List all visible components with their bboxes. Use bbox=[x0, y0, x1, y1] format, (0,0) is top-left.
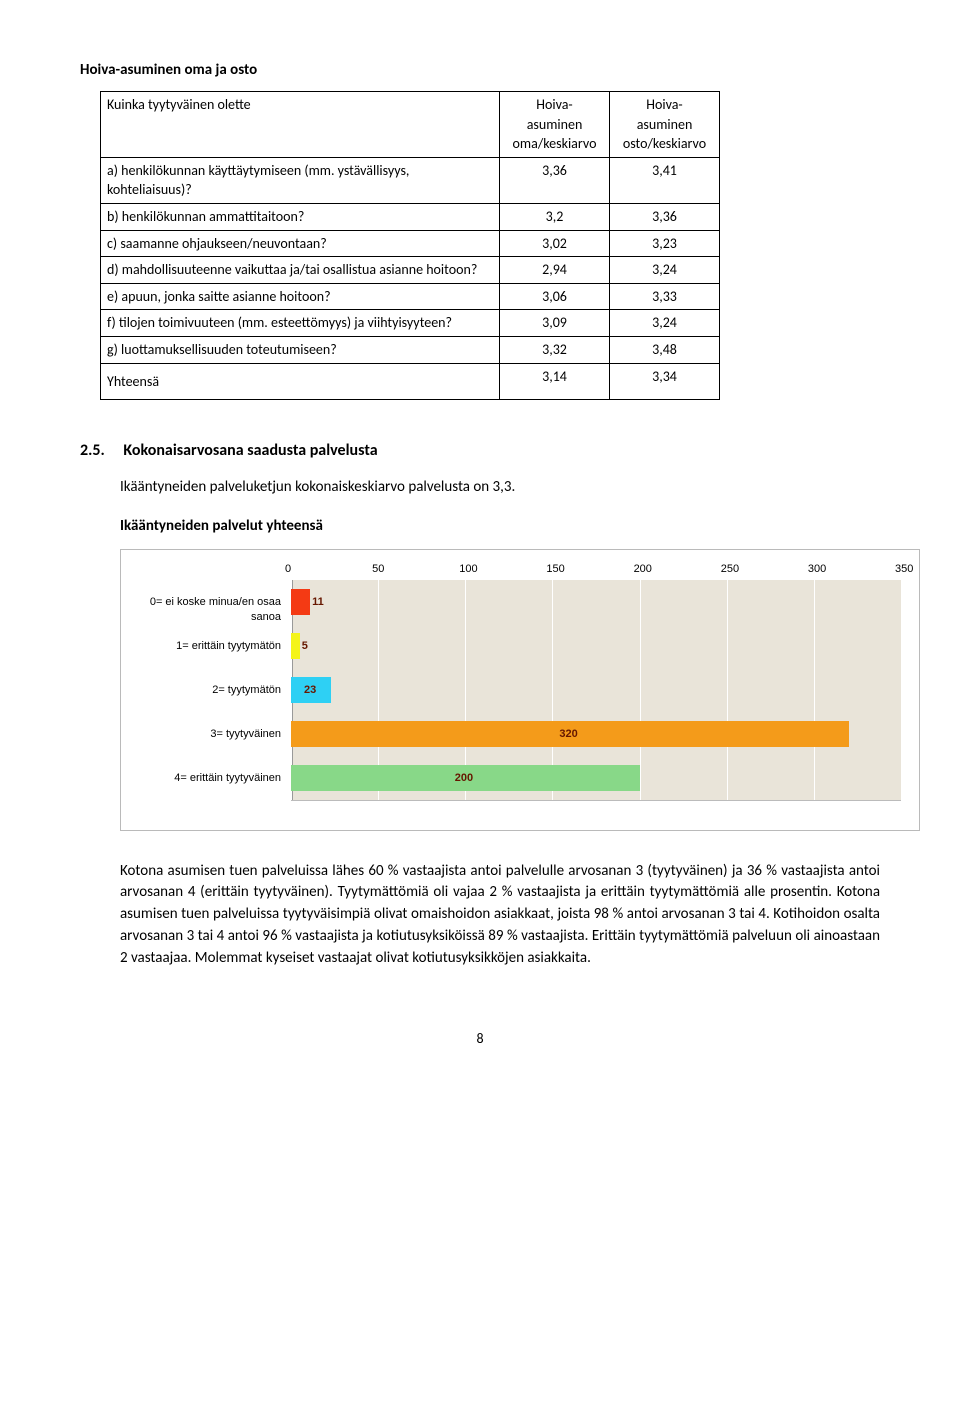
row-b-v1: 3,2 bbox=[500, 203, 610, 230]
y-category-label: 3= tyytyväinen bbox=[121, 727, 281, 742]
bar-value-label: 5 bbox=[302, 639, 308, 654]
x-axis-line bbox=[291, 800, 901, 801]
plot-area bbox=[291, 580, 901, 800]
row-a-label: a) henkilökunnan käyttäytymiseen (mm. ys… bbox=[101, 157, 500, 203]
row-d-v2: 3,24 bbox=[610, 257, 720, 284]
row-f-v2: 3,24 bbox=[610, 310, 720, 337]
bar bbox=[291, 633, 300, 659]
bar bbox=[291, 589, 310, 615]
row-e-label: e) apuun, jonka saitte asianne hoitoon? bbox=[101, 283, 500, 310]
th-question: Kuinka tyytyväinen olette bbox=[101, 92, 500, 158]
table-header-row: Kuinka tyytyväinen olette Hoiva- asumine… bbox=[101, 92, 720, 158]
table-row: d) mahdollisuuteenne vaikuttaa ja/tai os… bbox=[101, 257, 720, 284]
row-d-v1: 2,94 bbox=[500, 257, 610, 284]
row-c-label: c) saamanne ohjaukseen/neuvontaan? bbox=[101, 230, 500, 257]
row-a-v1: 3,36 bbox=[500, 157, 610, 203]
section-title: Kokonaisarvosana saadusta palvelusta bbox=[123, 441, 377, 460]
page-number: 8 bbox=[80, 1029, 880, 1049]
y-category-label: 1= erittäin tyytymätön bbox=[121, 639, 281, 654]
th-col1-l3: oma/keskiarvo bbox=[513, 135, 597, 152]
x-tick-label: 0 bbox=[285, 562, 291, 577]
gridline bbox=[727, 580, 728, 800]
satisfaction-table: Kuinka tyytyväinen olette Hoiva- asumine… bbox=[100, 91, 720, 400]
x-tick-label: 150 bbox=[546, 562, 564, 577]
th-col1-l2: asuminen bbox=[527, 116, 583, 133]
row-f-label: f) tilojen toimivuuteen (mm. esteettömyy… bbox=[101, 310, 500, 337]
table-row: f) tilojen toimivuuteen (mm. esteettömyy… bbox=[101, 310, 720, 337]
row-e-v1: 3,06 bbox=[500, 283, 610, 310]
satisfaction-table-wrap: Kuinka tyytyväinen olette Hoiva- asumine… bbox=[100, 91, 880, 400]
gridline bbox=[814, 580, 815, 800]
row-b-label: b) henkilökunnan ammattitaitoon? bbox=[101, 203, 500, 230]
row-e-v2: 3,33 bbox=[610, 283, 720, 310]
th-col2-l1: Hoiva- bbox=[646, 96, 682, 113]
x-tick-label: 50 bbox=[372, 562, 384, 577]
x-tick-label: 300 bbox=[808, 562, 826, 577]
row-c-v1: 3,02 bbox=[500, 230, 610, 257]
row-f-v1: 3,09 bbox=[500, 310, 610, 337]
section-intro: Ikääntyneiden palveluketjun kokonaiskesk… bbox=[120, 477, 880, 498]
y-category-label: 0= ei koske minua/en osaa sanoa bbox=[121, 595, 281, 626]
table-row: a) henkilökunnan käyttäytymiseen (mm. ys… bbox=[101, 157, 720, 203]
row-total-v2: 3,34 bbox=[610, 363, 720, 400]
row-total-label: Yhteensä bbox=[101, 363, 500, 400]
row-g-v1: 3,32 bbox=[500, 336, 610, 363]
th-col2: Hoiva- asuminen osto/keskiarvo bbox=[610, 92, 720, 158]
chart-inner: 0 50 100 150 200 250 300 350 0= ei koske minua/e… bbox=[121, 550, 919, 830]
x-tick-label: 350 bbox=[895, 562, 913, 577]
gridline bbox=[901, 580, 902, 800]
bar-value-label: 200 bbox=[455, 771, 473, 786]
row-g-v2: 3,48 bbox=[610, 336, 720, 363]
x-tick-label: 200 bbox=[634, 562, 652, 577]
th-col1-l1: Hoiva- bbox=[536, 96, 572, 113]
th-col2-l3: osto/keskiarvo bbox=[623, 135, 706, 152]
row-total-v1: 3,14 bbox=[500, 363, 610, 400]
y-category-label: 4= erittäin tyytyväinen bbox=[121, 771, 281, 786]
table-row: c) saamanne ohjaukseen/neuvontaan? 3,02 … bbox=[101, 230, 720, 257]
bar-chart: 0 50 100 150 200 250 300 350 0= ei koske minua/e… bbox=[120, 549, 920, 831]
section-header: 2.5. Kokonaisarvosana saadusta palvelust… bbox=[80, 440, 880, 462]
row-d-label: d) mahdollisuuteenne vaikuttaa ja/tai os… bbox=[101, 257, 500, 284]
bar-value-label: 11 bbox=[312, 595, 324, 610]
bar-value-label: 320 bbox=[559, 727, 577, 742]
x-tick-label: 250 bbox=[721, 562, 739, 577]
chart-heading: Ikääntyneiden palvelut yhteensä bbox=[120, 516, 880, 537]
x-tick-label: 100 bbox=[459, 562, 477, 577]
gridline bbox=[640, 580, 641, 800]
th-col1: Hoiva- asuminen oma/keskiarvo bbox=[500, 92, 610, 158]
table-row-total: Yhteensä 3,14 3,34 bbox=[101, 363, 720, 400]
page-title: Hoiva-asuminen oma ja osto bbox=[80, 60, 880, 81]
section-number: 2.5. bbox=[80, 440, 120, 462]
body-paragraph: Kotona asumisen tuen palveluissa lähes 6… bbox=[120, 861, 880, 970]
row-c-v2: 3,23 bbox=[610, 230, 720, 257]
row-g-label: g) luottamuksellisuuden toteutumiseen? bbox=[101, 336, 500, 363]
table-row: b) henkilökunnan ammattitaitoon? 3,2 3,3… bbox=[101, 203, 720, 230]
bar-value-label: 23 bbox=[304, 683, 316, 698]
row-b-v2: 3,36 bbox=[610, 203, 720, 230]
y-category-label: 2= tyytymätön bbox=[121, 683, 281, 698]
table-row: e) apuun, jonka saitte asianne hoitoon? … bbox=[101, 283, 720, 310]
row-a-v2: 3,41 bbox=[610, 157, 720, 203]
table-row: g) luottamuksellisuuden toteutumiseen? 3… bbox=[101, 336, 720, 363]
th-col2-l2: asuminen bbox=[637, 116, 693, 133]
